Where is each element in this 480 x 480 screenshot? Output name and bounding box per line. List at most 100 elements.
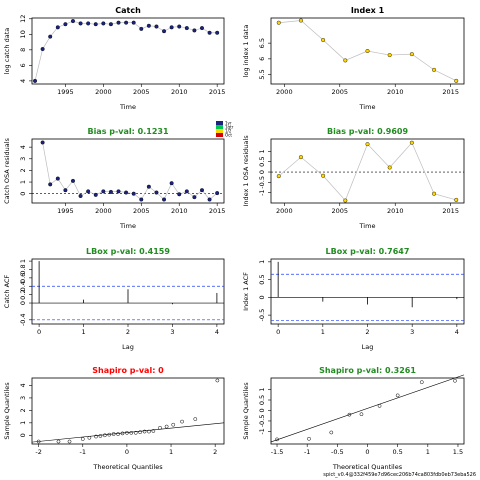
data-point — [131, 20, 136, 25]
y-tick-label: 8 — [19, 48, 27, 52]
data-point — [124, 190, 129, 195]
x-tick-label: -1 — [80, 448, 86, 456]
panel-8: Shapiro p-val: 0.3261-1.5 -1 -0.5 0 0.5 1 1.5-… — [242, 366, 465, 471]
qq-point — [275, 437, 279, 442]
x-tick-label: 1.5 — [453, 448, 463, 456]
x-tick-label: 4 — [215, 328, 219, 336]
y-tick-label: -1 — [258, 428, 266, 434]
qq-point — [419, 380, 424, 385]
data-point — [298, 155, 303, 160]
y-axis-label: Sample Quantiles — [242, 382, 250, 440]
y-tick-label: 0.5 — [258, 395, 266, 405]
data-point — [116, 189, 121, 194]
x-tick-label: 2005 — [133, 88, 150, 96]
qq-reference-line — [31, 422, 225, 443]
panel-title: LBox p-val: 0.7647 — [326, 247, 410, 256]
y-tick-label: -1 — [258, 189, 266, 195]
y-tick-label: -0.5 — [258, 309, 266, 322]
data-point — [321, 173, 326, 178]
data-point — [55, 25, 60, 30]
plot-frame — [31, 17, 225, 85]
data-point — [78, 194, 83, 199]
y-tick-label: 0.5 — [258, 157, 266, 167]
x-tick-label: 2005 — [331, 88, 348, 96]
y-tick-label: 0 — [258, 170, 266, 174]
y-tick-label: 6 — [19, 63, 27, 67]
qq-point — [359, 412, 364, 417]
qq-point — [56, 439, 61, 444]
data-point — [215, 191, 220, 196]
data-point — [192, 28, 197, 33]
y-tick-label: 3 — [19, 157, 27, 161]
data-point — [78, 21, 83, 26]
legend-label: 1yr — [225, 121, 232, 126]
x-tick-label: 0 — [365, 448, 369, 456]
data-point — [101, 189, 106, 194]
y-tick-label: 0.5 — [258, 274, 266, 284]
data-point — [199, 26, 204, 31]
x-tick-label: -0.5 — [331, 448, 344, 456]
qq-point — [151, 429, 156, 433]
x-tick-label: 2000 — [276, 207, 293, 215]
qq-point — [215, 378, 220, 383]
data-point — [387, 53, 392, 58]
x-tick-label: 1 — [81, 328, 85, 336]
data-point — [192, 195, 197, 200]
panel-title: Index 1 — [351, 6, 385, 15]
data-point — [131, 191, 136, 196]
y-tick-label: -0.4 — [19, 313, 27, 326]
qq-point — [171, 422, 176, 427]
y-tick-label: 2 — [19, 168, 27, 172]
data-point — [276, 174, 281, 179]
qq-point — [107, 432, 112, 437]
data-point — [184, 26, 189, 31]
data-point — [63, 22, 68, 27]
series-line — [278, 142, 457, 202]
x-tick-label: 3 — [170, 328, 174, 336]
y-axis-label: Catch ACF — [3, 275, 11, 309]
plot-frame — [31, 138, 225, 204]
x-tick-label: 2010 — [387, 207, 404, 215]
y-tick-label: 6.5 — [258, 38, 266, 48]
qq-point — [377, 404, 382, 408]
y-tick-label: 0.2 — [19, 289, 27, 299]
x-tick-label: -1.5 — [271, 448, 284, 456]
y-tick-label: 1 — [258, 149, 266, 153]
x-tick-label: 2005 — [331, 207, 348, 215]
qq-point — [111, 432, 116, 436]
y-tick-label: 1 — [258, 387, 266, 391]
x-tick-label: 2 — [213, 448, 217, 456]
data-point — [276, 20, 281, 25]
x-tick-label: -1 — [304, 448, 310, 456]
y-tick-label: -0.5 — [258, 176, 266, 189]
qq-point — [129, 430, 134, 435]
y-tick-label: 0.4 — [19, 281, 27, 291]
data-point — [146, 184, 151, 189]
qq-point — [36, 439, 41, 444]
x-tick-label: 1995 — [57, 88, 74, 96]
qq-point — [142, 429, 147, 434]
qq-point — [102, 433, 107, 438]
y-tick-label: 4 — [19, 79, 27, 83]
y-tick-label: 1 — [19, 180, 27, 184]
data-point — [108, 189, 113, 194]
x-axis-label: Theoretical Quantiles — [332, 463, 403, 471]
x-tick-label: 2010 — [171, 88, 188, 96]
data-point — [93, 192, 98, 197]
plot-frame — [270, 377, 465, 445]
panel-6: LBox p-val: 0.7647 0 1 2 3 4 -0.5 0 0.5 1 Lag Index… — [242, 247, 465, 351]
x-tick-label: 0 — [37, 328, 41, 336]
data-point — [48, 182, 53, 187]
data-point — [177, 24, 182, 29]
data-point — [177, 192, 182, 197]
data-point — [139, 197, 144, 202]
qq-point — [138, 430, 142, 435]
x-tick-label: 1 — [169, 448, 173, 456]
panel-1: Catch 1995 2000 2005 2010 2015 4 6 8 10 12 Time log … — [3, 6, 225, 111]
legend-label: 1/2 — [225, 129, 232, 134]
data-point — [70, 19, 75, 24]
y-tick-label: 4 — [19, 145, 27, 149]
x-tick-label: 1 — [426, 448, 430, 456]
